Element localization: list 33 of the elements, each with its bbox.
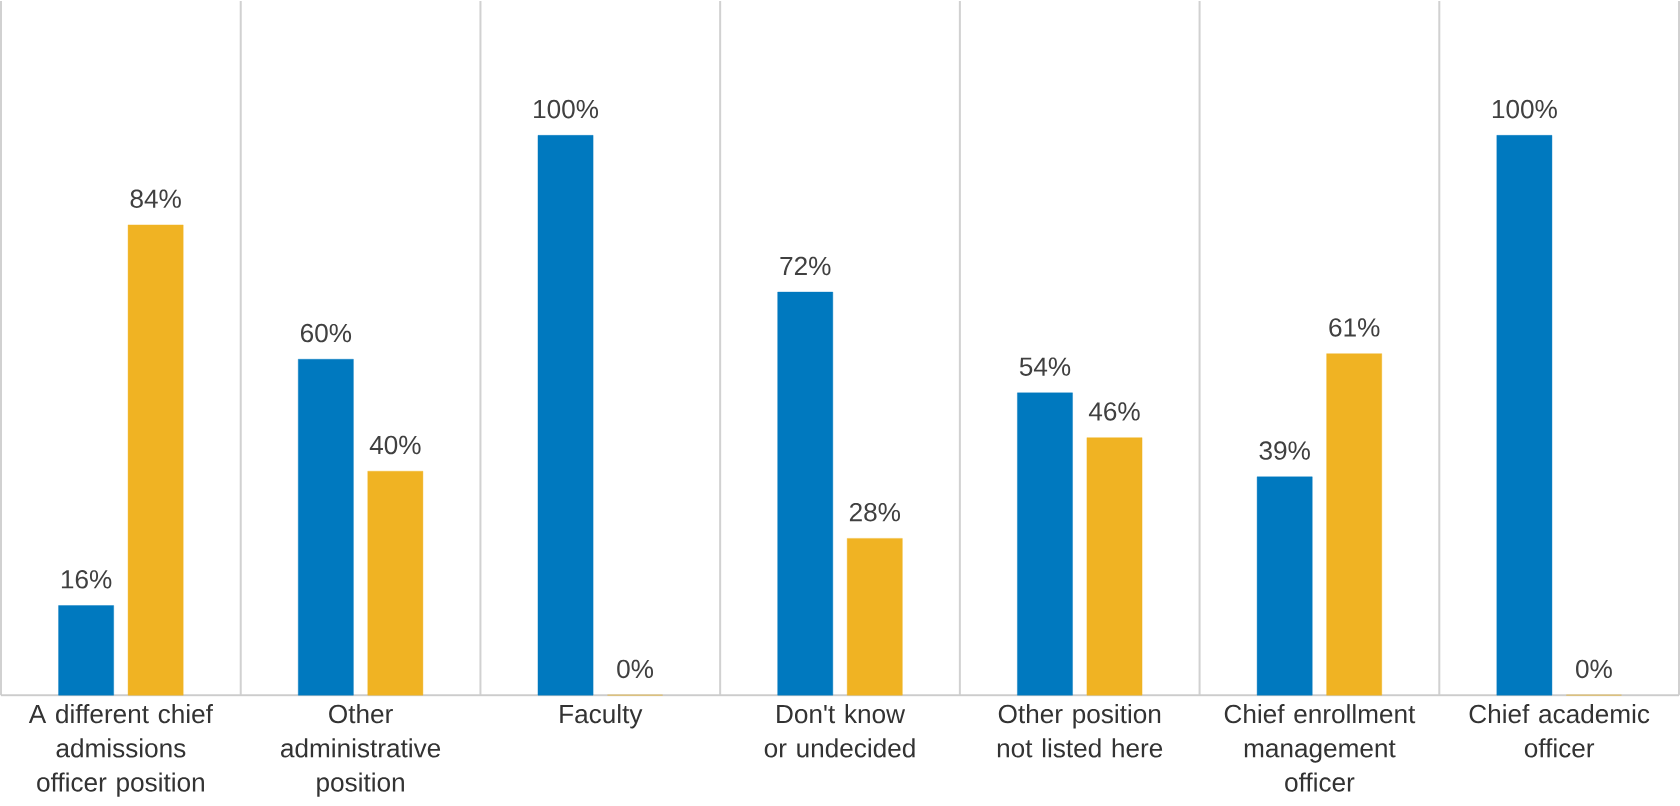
- bar: [1496, 135, 1553, 696]
- data-label: 16%: [61, 570, 112, 589]
- x-tick-label: Other administrative position: [281, 704, 441, 798]
- data-label: 40%: [369, 435, 421, 455]
- data-label: 84%: [130, 189, 181, 209]
- bar: [777, 292, 834, 696]
- data-label: 61%: [1329, 318, 1380, 337]
- data-label: 72%: [780, 256, 831, 276]
- bar: [1017, 392, 1073, 696]
- x-tick-label: Chief enrollment management officer: [1224, 704, 1416, 792]
- data-label: 100%: [1492, 100, 1557, 119]
- x-tick-label: Don't know or undecided: [764, 704, 915, 758]
- bar: [537, 135, 594, 696]
- data-label: 54%: [1019, 357, 1071, 377]
- data-label: 39%: [1259, 441, 1310, 461]
- bar: [847, 538, 903, 696]
- bar: [127, 224, 184, 696]
- data-label: 0%: [1576, 659, 1612, 679]
- data-label: 60%: [300, 323, 352, 343]
- bar: [1256, 476, 1313, 696]
- bar: [1326, 353, 1382, 696]
- bar: [58, 605, 114, 696]
- x-tick-label: Other position not listed here: [997, 704, 1163, 758]
- bar: [367, 471, 424, 696]
- data-label: 0%: [617, 659, 654, 679]
- x-tick-label: A different chief admissions officer position: [28, 704, 213, 798]
- bar: [298, 359, 354, 696]
- x-tick-label: Faculty: [560, 704, 643, 729]
- data-label: 46%: [1088, 402, 1140, 421]
- bar: [1086, 437, 1143, 696]
- data-label: 100%: [534, 100, 599, 119]
- x-tick-label: Chief academic officer: [1469, 704, 1650, 758]
- data-label: 28%: [849, 503, 900, 522]
